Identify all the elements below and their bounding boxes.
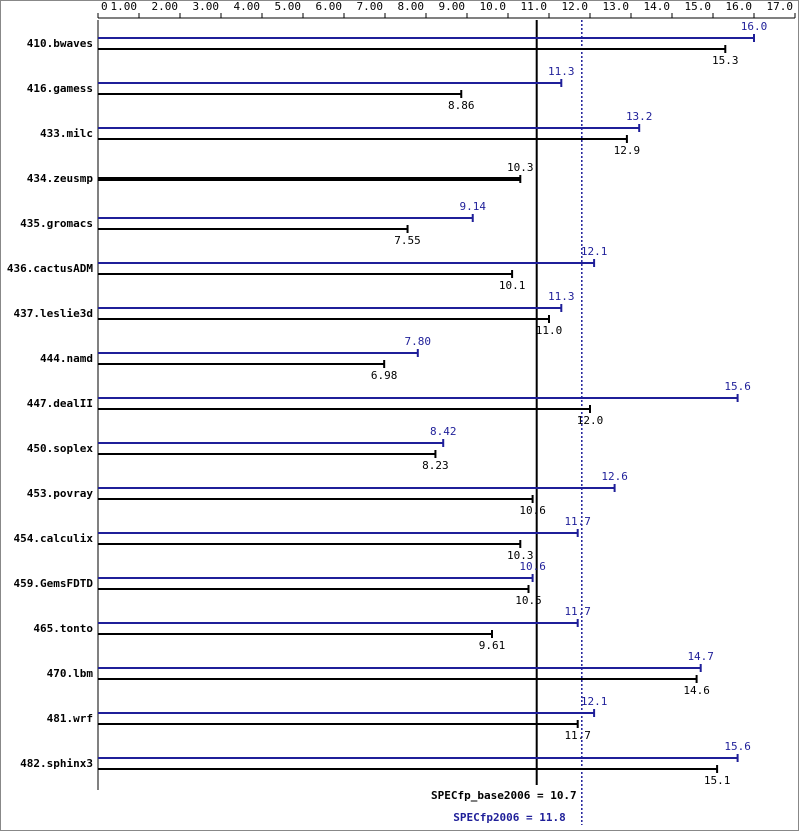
category-label: 450.soplex — [27, 442, 94, 455]
value-label: 8.86 — [448, 99, 475, 112]
reference-label: SPECfp_base2006 = 10.7 — [431, 789, 577, 802]
x-tick-label: 8.00 — [398, 0, 425, 13]
x-tick-label: 4.00 — [234, 0, 261, 13]
value-label: 15.6 — [724, 380, 751, 393]
category-label: 437.leslie3d — [14, 307, 93, 320]
value-label: 7.80 — [405, 335, 432, 348]
value-label: 11.7 — [564, 729, 591, 742]
x-tick-label: 11.0 — [521, 0, 548, 13]
value-label: 13.2 — [626, 110, 653, 123]
x-tick-label: 15.0 — [685, 0, 712, 13]
category-label: 453.povray — [27, 487, 94, 500]
value-label: 16.0 — [741, 20, 768, 33]
value-label: 15.3 — [712, 54, 739, 67]
x-tick-label: 9.00 — [439, 0, 466, 13]
value-label: 12.9 — [614, 144, 641, 157]
value-label: 6.98 — [371, 369, 398, 382]
value-label: 9.61 — [479, 639, 506, 652]
category-label: 459.GemsFDTD — [14, 577, 94, 590]
category-label: 416.gamess — [27, 82, 93, 95]
category-label: 410.bwaves — [27, 37, 93, 50]
value-label: 12.1 — [581, 695, 608, 708]
value-label: 10.3 — [507, 161, 534, 174]
value-label: 10.5 — [515, 594, 542, 607]
category-label: 433.milc — [40, 127, 93, 140]
x-tick-label: 16.0 — [726, 0, 753, 13]
x-tick-label: 7.00 — [357, 0, 384, 13]
reference-label: SPECfp2006 = 11.8 — [453, 811, 566, 824]
category-label: 447.dealII — [27, 397, 93, 410]
value-label: 12.0 — [577, 414, 604, 427]
value-label: 9.14 — [459, 200, 486, 213]
x-tick-label: 13.0 — [603, 0, 630, 13]
category-label: 444.namd — [40, 352, 93, 365]
x-tick-label: 0 — [101, 0, 108, 13]
value-label: 11.0 — [536, 324, 563, 337]
x-tick-label: 5.00 — [275, 0, 302, 13]
value-label: 8.23 — [422, 459, 449, 472]
value-label: 12.6 — [601, 470, 628, 483]
category-label: 465.tonto — [33, 622, 93, 635]
category-label: 435.gromacs — [20, 217, 93, 230]
x-tick-label: 3.00 — [193, 0, 220, 13]
category-label: 434.zeusmp — [27, 172, 94, 185]
value-label: 11.7 — [564, 515, 591, 528]
category-label: 436.cactusADM — [7, 262, 93, 275]
value-label: 15.6 — [724, 740, 751, 753]
value-label: 12.1 — [581, 245, 608, 258]
value-label: 11.3 — [548, 65, 575, 78]
value-label: 7.55 — [394, 234, 421, 247]
x-tick-label: 10.0 — [480, 0, 507, 13]
value-label: 10.6 — [519, 560, 546, 573]
x-tick-label: 17.0 — [767, 0, 794, 13]
value-label: 11.7 — [564, 605, 591, 618]
category-label: 481.wrf — [47, 712, 93, 725]
value-label: 8.42 — [430, 425, 457, 438]
value-label: 14.7 — [687, 650, 714, 663]
value-label: 10.1 — [499, 279, 526, 292]
x-tick-label: 2.00 — [152, 0, 179, 13]
category-label: 454.calculix — [14, 532, 94, 545]
category-label: 482.sphinx3 — [20, 757, 93, 770]
value-label: 14.6 — [683, 684, 710, 697]
x-tick-label: 1.00 — [111, 0, 138, 13]
x-tick-label: 12.0 — [562, 0, 589, 13]
value-label: 10.6 — [519, 504, 546, 517]
value-label: 11.3 — [548, 290, 575, 303]
category-label: 470.lbm — [47, 667, 94, 680]
x-tick-label: 14.0 — [644, 0, 671, 13]
value-label: 15.1 — [704, 774, 731, 787]
value-label: 10.3 — [507, 549, 534, 562]
x-tick-label: 6.00 — [316, 0, 343, 13]
